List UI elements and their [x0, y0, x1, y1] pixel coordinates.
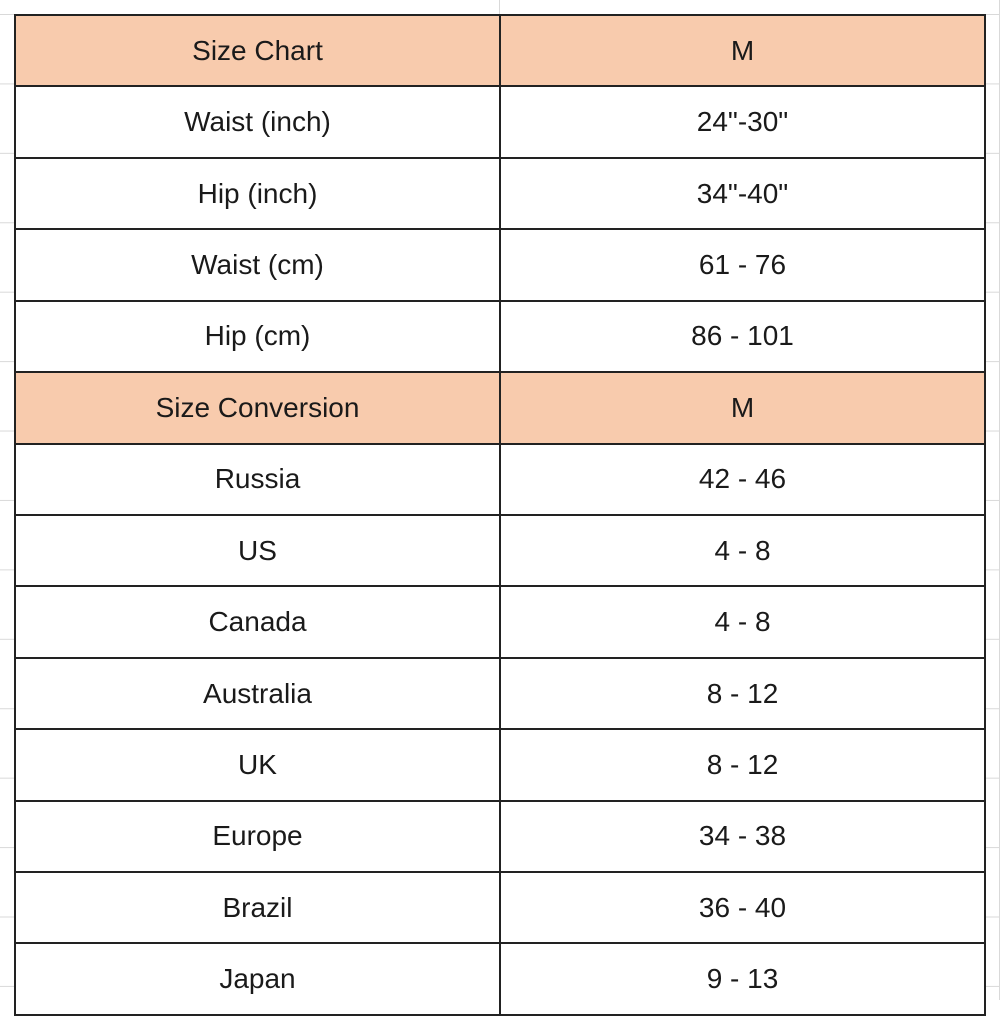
data-row: UK 8 - 12 [14, 728, 986, 802]
header-row-cell: Size Chart [14, 13, 501, 88]
data-row-cell: 34"-40" [499, 156, 986, 231]
data-row-cell: 61 - 76 [499, 228, 986, 302]
header-row: Size Chart M [14, 13, 986, 88]
data-row: US 4 - 8 [14, 513, 986, 588]
data-row-cell: Europe [14, 799, 501, 874]
data-row-cell: Waist (cm) [14, 228, 501, 302]
data-row: Australia 8 - 12 [14, 656, 986, 731]
data-row: Brazil 36 - 40 [14, 871, 986, 945]
data-row-cell: 8 - 12 [499, 728, 986, 802]
data-row: Japan 9 - 13 [14, 942, 986, 1016]
data-row-cell: Japan [14, 942, 501, 1016]
header-row: Size Conversion M [14, 371, 986, 445]
data-row-cell: Australia [14, 656, 501, 731]
header-row-cell: M [499, 371, 986, 445]
data-row-cell: Canada [14, 585, 501, 659]
data-row-cell: 4 - 8 [499, 585, 986, 659]
header-row-cell: Size Conversion [14, 371, 501, 445]
data-row: Europe 34 - 38 [14, 799, 986, 874]
data-row-cell: Hip (cm) [14, 299, 501, 374]
data-row-cell: Brazil [14, 871, 501, 945]
data-row: Hip (inch) 34"-40" [14, 156, 986, 231]
data-row-cell: Russia [14, 442, 501, 516]
data-row-cell: 4 - 8 [499, 513, 986, 588]
data-row: Canada 4 - 8 [14, 585, 986, 659]
size-table: Size Chart M Waist (inch) 24"-30" Hip (inch)… [14, 13, 986, 1016]
data-row: Waist (inch) 24"-30" [14, 85, 986, 159]
data-row-cell: 8 - 12 [499, 656, 986, 731]
data-row-cell: 42 - 46 [499, 442, 986, 516]
data-row-cell: Waist (inch) [14, 85, 501, 159]
data-row-cell: 9 - 13 [499, 942, 986, 1016]
data-row: Russia 42 - 46 [14, 442, 986, 516]
data-row-cell: 36 - 40 [499, 871, 986, 945]
data-row: Waist (cm) 61 - 76 [14, 228, 986, 302]
data-row-cell: 34 - 38 [499, 799, 986, 874]
data-row-cell: US [14, 513, 501, 588]
data-row-cell: 24"-30" [499, 85, 986, 159]
data-row-cell: UK [14, 728, 501, 802]
header-row-cell: M [499, 13, 986, 88]
data-row-cell: Hip (inch) [14, 156, 501, 231]
table-body: Size Chart M Waist (inch) 24"-30" Hip (inch)… [14, 13, 986, 1016]
data-row: Hip (cm) 86 - 101 [14, 299, 986, 374]
data-row-cell: 86 - 101 [499, 299, 986, 374]
